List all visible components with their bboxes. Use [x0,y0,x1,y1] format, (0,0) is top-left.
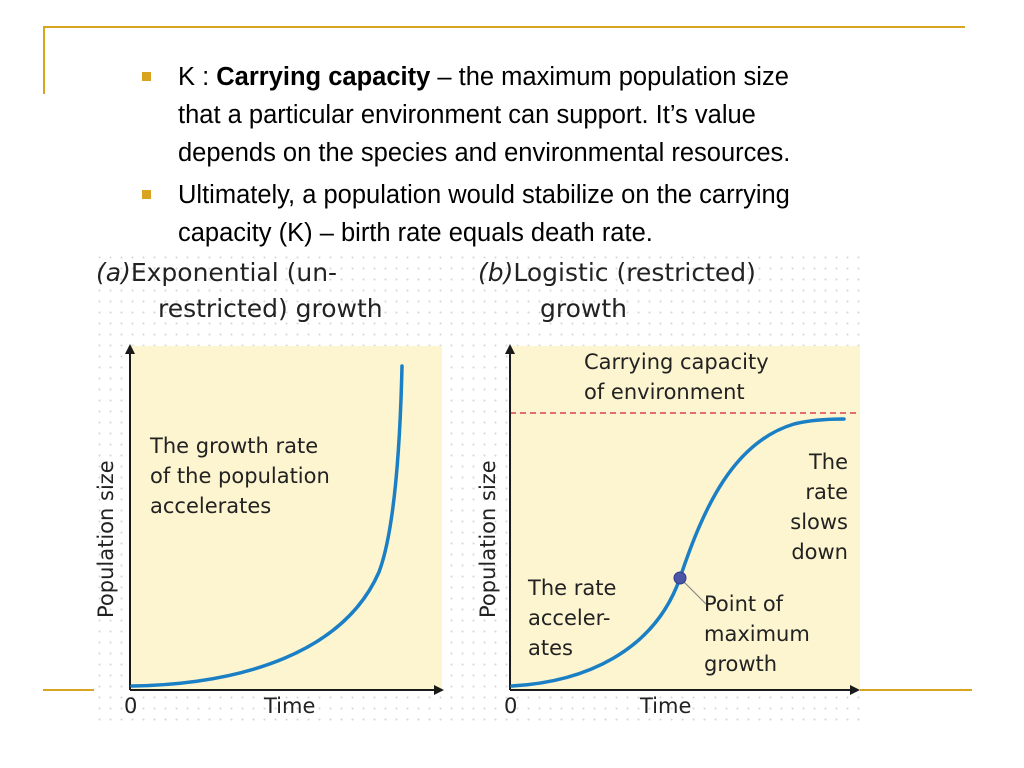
panel-b-title-line1: Logistic (restricted) [513,258,756,287]
panel-b-label: (b) [478,258,514,287]
panel-a-annotation-line2: of the population [150,464,330,488]
bullet-text: depends on the species and environmental… [178,139,791,167]
square-bullet-icon [142,190,151,199]
slows-label-line2: rate [805,480,848,504]
frame-bottom-rule-right [858,689,972,691]
bullet-prefix: K : [178,63,217,91]
logistic-curve [510,417,846,688]
panel-a-title-line2: restricted) growth [158,294,383,323]
slows-label-line4: down [791,540,848,564]
bullet-item-carrying-capacity: K : Carrying capacity – the maximum popu… [140,58,960,172]
panel-b-x-axis-label: Time [640,694,692,718]
bullet-text: – the maximum population size [430,63,789,91]
point-label-line3: growth [704,652,778,676]
bullet-text: that a particular environment can suppor… [178,101,756,129]
exponential-curve [130,364,404,688]
panel-b-plot-area [510,346,860,690]
panel-b-y-axis-label: Population size [476,460,500,618]
panel-a-origin-label: 0 [124,694,138,718]
panel-a-title: (a)Exponential (un- [96,256,337,290]
point-label-line1: Point of [704,592,784,616]
growth-diagram [125,344,860,695]
square-bullet-icon [142,72,151,81]
bullet-text: capacity (K) – birth rate equals death r… [178,219,653,247]
frame-bottom-rule-left [43,689,97,691]
carrying-capacity-term: Carrying capacity [216,63,431,91]
panel-b-origin-label: 0 [504,694,518,718]
growth-figure: (a)Exponential (un- restricted) growth P… [94,252,860,722]
panel-a-y-axis-label: Population size [94,460,118,618]
capacity-label-line2: of environment [584,380,745,404]
slows-label-line1: The [808,450,848,474]
capacity-label-line1: Carrying capacity [584,350,769,374]
panel-a-label: (a) [96,258,131,287]
accelerates-label-line3: ates [528,636,573,660]
bullet-item-stabilize: Ultimately, a population would stabilize… [140,176,960,252]
panel-b-title-line2: growth [540,294,627,323]
frame-top-rule [43,26,965,28]
panel-a-x-axis-label: Time [264,694,316,718]
slows-label-line3: slows [790,510,848,534]
panel-a-annotation-line1: The growth rate [150,434,319,458]
panel-a-title-line1: Exponential (un- [130,258,338,287]
panel-a-annotation-line3: accelerates [150,494,272,518]
point-label-line2: maximum [704,622,810,646]
bullet-text: Ultimately, a population would stabilize… [178,181,790,209]
accelerates-label-line2: acceler- [528,606,611,630]
accelerates-label-line1: The rate [528,576,617,600]
frame-left-rule [43,26,45,94]
panel-b-title: (b)Logistic (restricted) [478,256,756,290]
max-growth-point [673,571,687,585]
bullet-list: K : Carrying capacity – the maximum popu… [140,58,960,256]
